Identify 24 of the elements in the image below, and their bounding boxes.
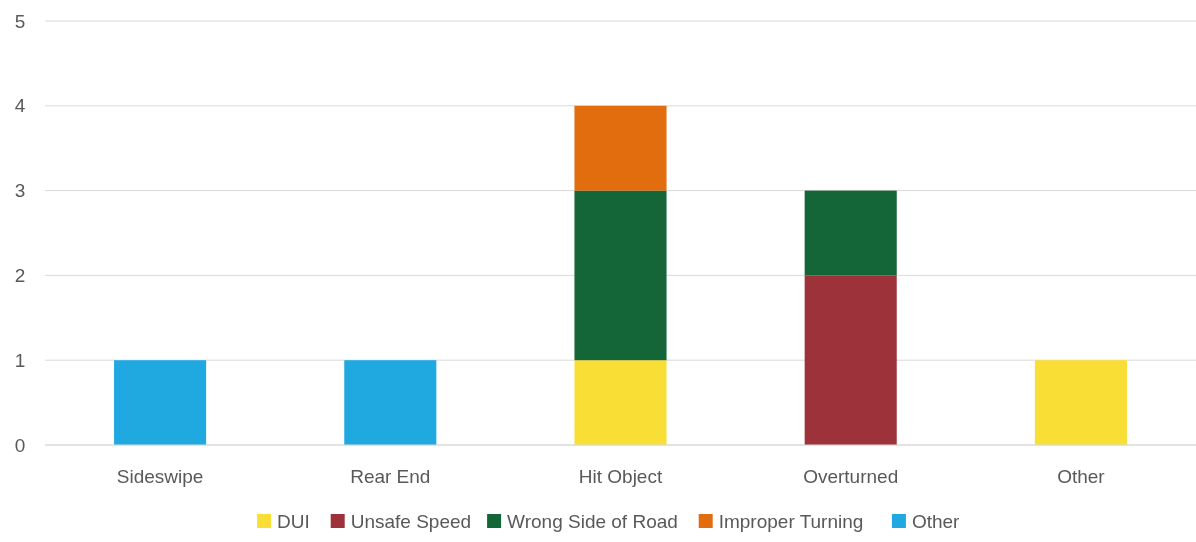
x-tick-label: Rear End [350,466,431,487]
bar [804,275,897,445]
x-tick-label: Overturned [803,466,899,487]
x-tick-label: Other [1057,466,1106,487]
bar [574,360,667,445]
bar [114,360,207,445]
y-tick-label: 3 [14,180,26,202]
legend-label: Wrong Side of Road [507,511,678,532]
legend-label: Improper Turning [718,511,864,532]
y-tick-label: 1 [14,349,26,371]
y-tick-label: 4 [14,95,26,117]
y-tick-label: 2 [14,265,26,287]
y-tick-label: 5 [14,10,26,32]
x-tick-label: Sideswipe [116,466,204,487]
legend-label: Other [911,511,961,532]
bar [574,190,667,361]
legend-label: Unsafe Speed [350,511,472,532]
legend-label: DUI [277,511,310,532]
y-tick-label: 0 [14,434,26,456]
bar [804,190,897,276]
bar [1034,360,1127,445]
bar [574,105,667,191]
bar [344,360,437,445]
x-tick-label: Hit Object [578,466,663,487]
